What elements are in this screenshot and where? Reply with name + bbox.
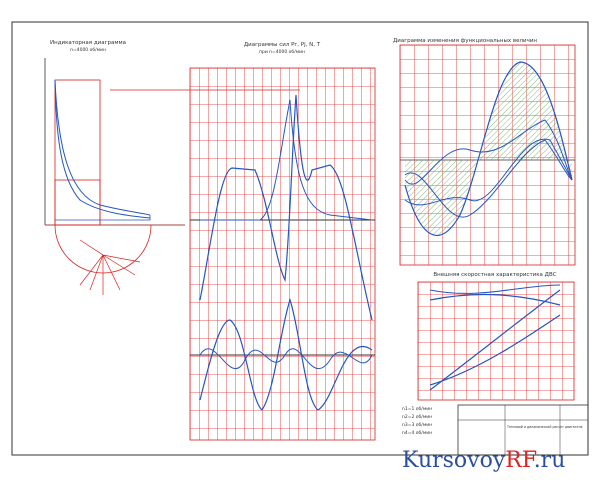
frame [11,21,589,456]
functional-panel: Диаграмма изменения функциональных велич… [393,38,576,266]
forces-panel: Диаграммы сил Pг, Pj, N, T при n=4000 об… [189,42,376,441]
watermark-accent: RF [505,448,534,473]
note: n3=3 об/мин [402,422,432,428]
watermark-brand: Kursovoy [402,448,506,473]
notes: n1=1 об/мин n2=2 об/мин n3=3 об/мин n4=4… [402,406,432,436]
speed-panel: Внешняя скоростная характеристика ДВС [417,272,575,401]
panel-title: Внешняя скоростная характеристика ДВС [433,272,556,278]
watermark: KursovoyRF.ru [402,448,565,473]
panel-title: Диаграмма изменения функциональных велич… [393,38,537,44]
watermark-suffix: .ru [533,448,566,473]
title-block: Тепловой и динамический расчет двигателя [457,404,589,456]
note: n4=4 об/мин [402,430,432,436]
panel-subtitle: n=4000 об/мин [70,47,106,53]
note: n2=2 об/мин [402,414,432,420]
note: n1=1 об/мин [402,406,432,412]
indicator-panel: Индикаторная диаграмма n=4000 об/мин [44,40,300,295]
title-block-text: Тепловой и динамический расчет двигателя [506,425,583,429]
panel-title: Диаграммы сил Pг, Pj, N, T [244,42,321,48]
panel-subtitle: при n=4000 об/мин [259,49,305,55]
panel-title: Индикаторная диаграмма [50,40,126,46]
